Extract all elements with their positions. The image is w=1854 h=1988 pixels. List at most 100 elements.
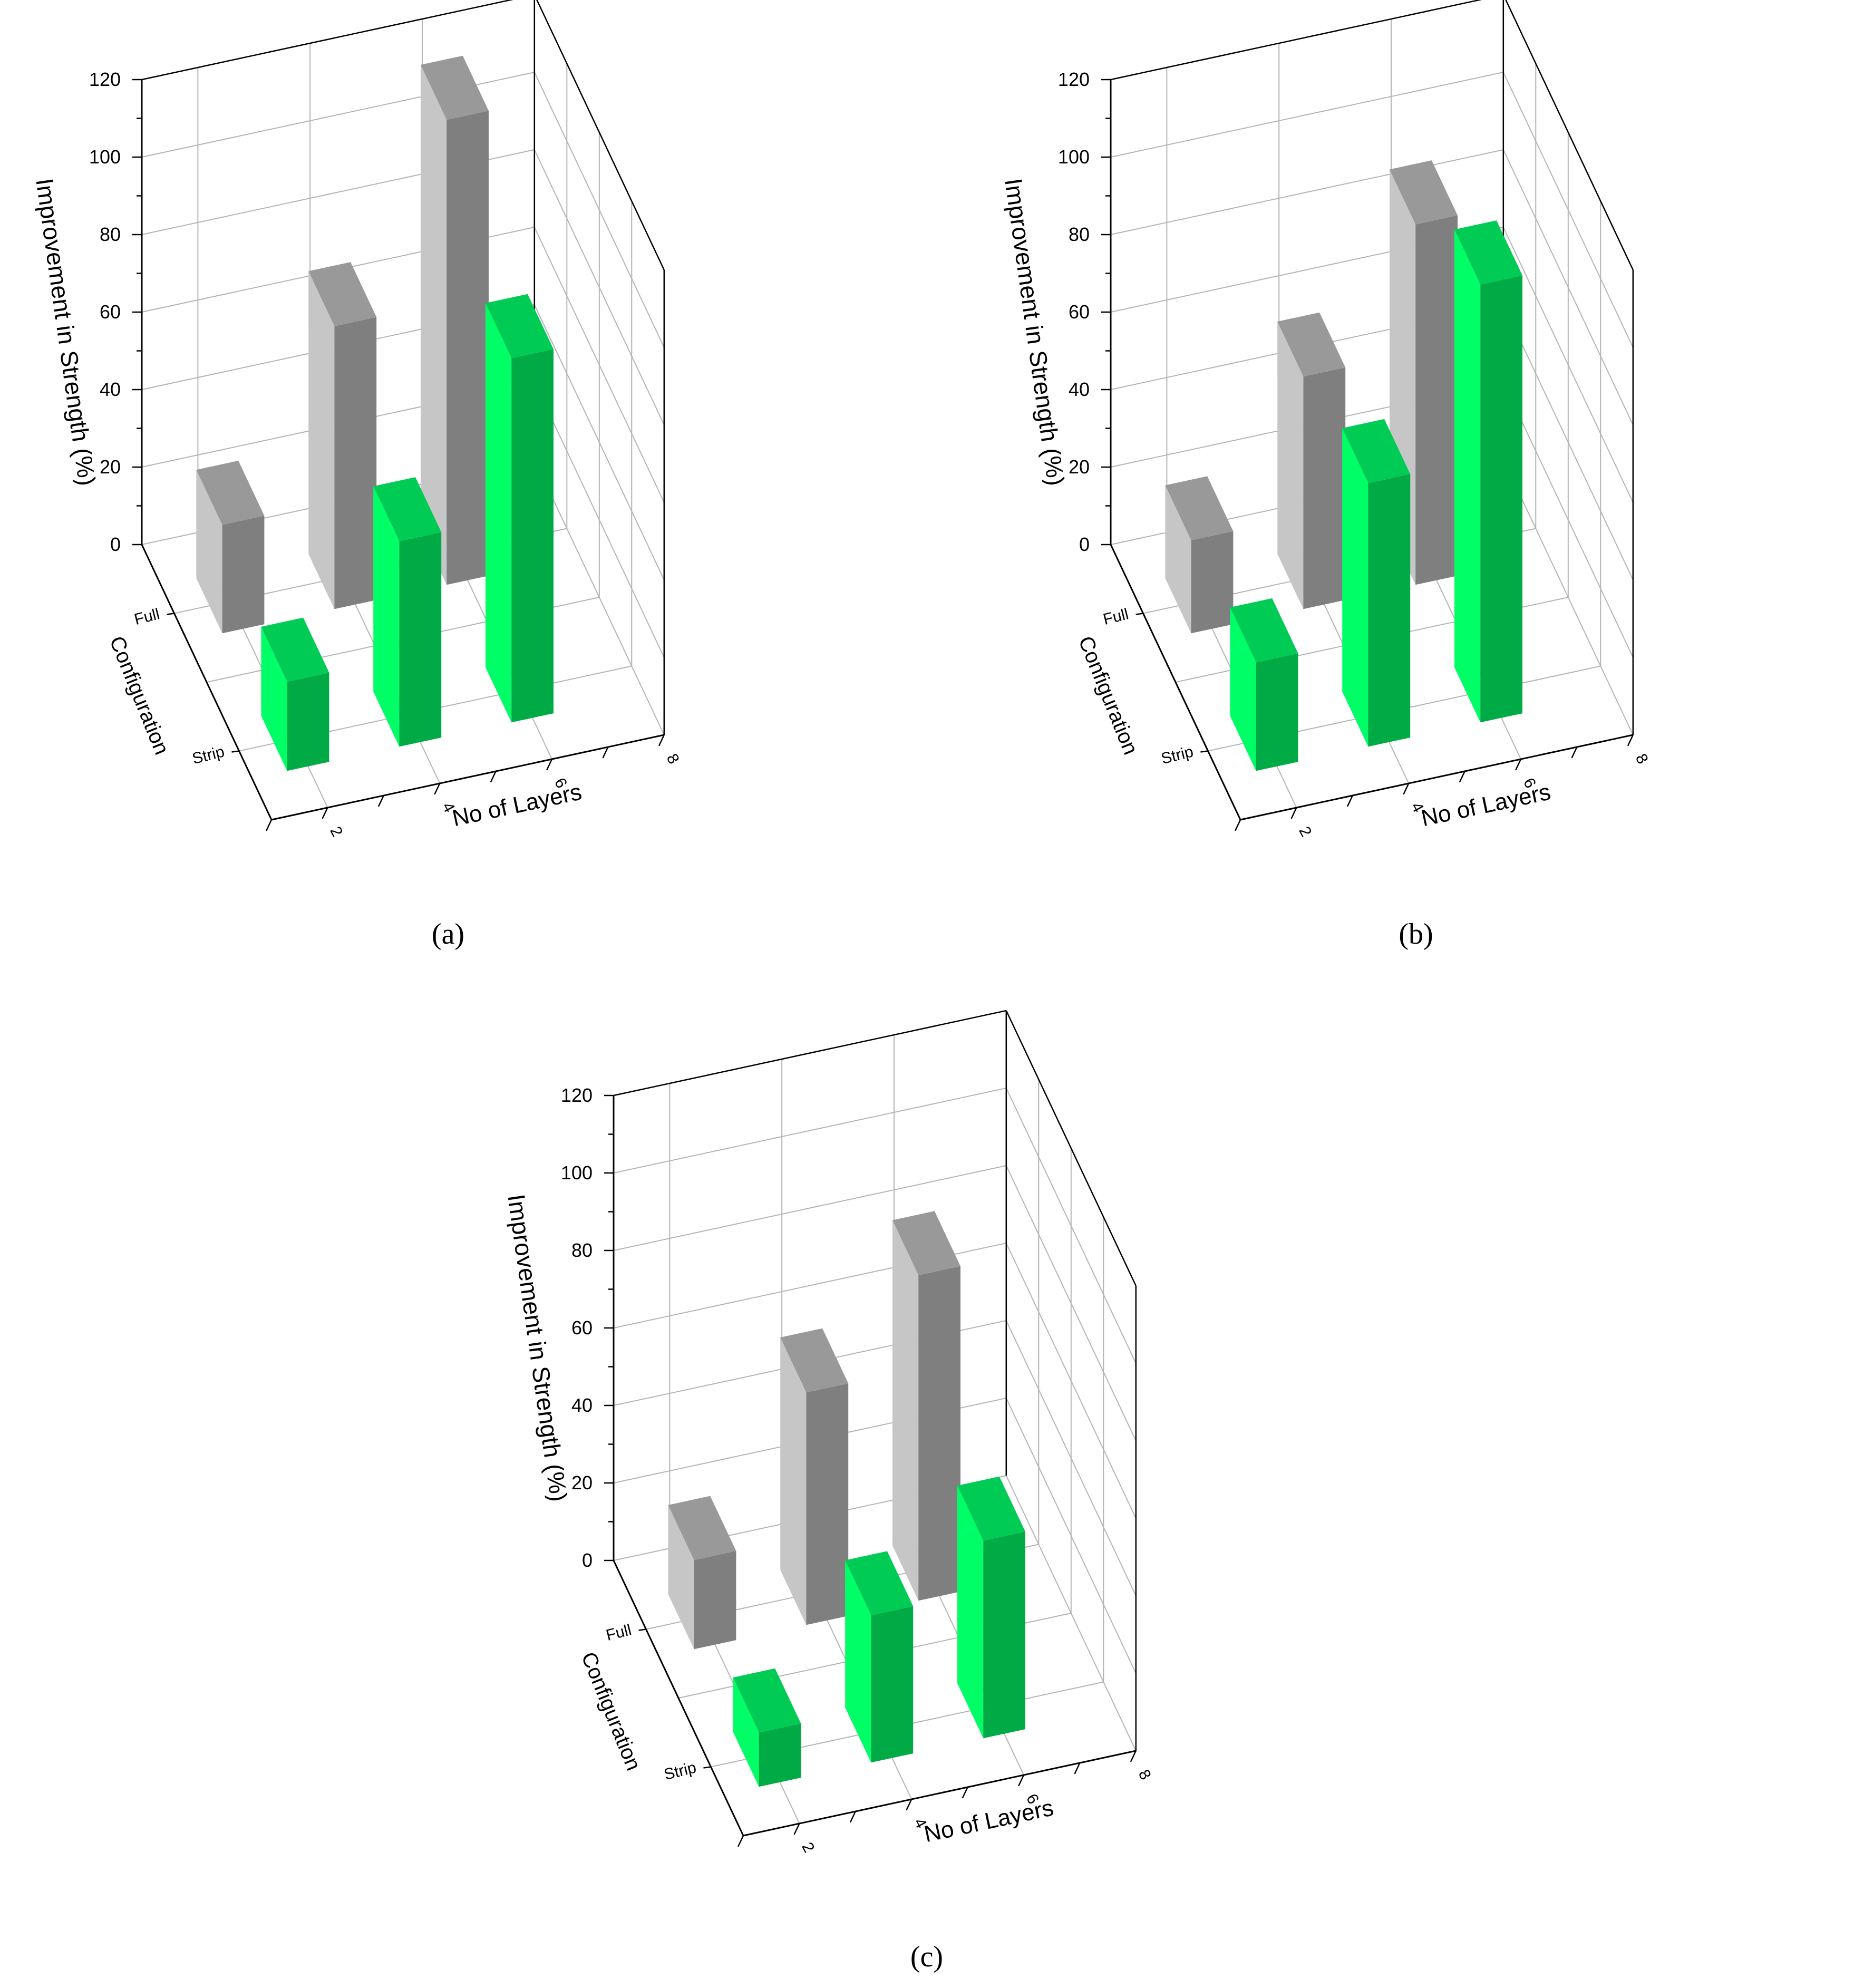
bar-strip-6 — [1454, 220, 1522, 723]
gridline-back-z — [1110, 72, 1504, 158]
bar-strip-front — [1256, 653, 1298, 771]
y-tick — [638, 1628, 646, 1631]
z-tick-label: 80 — [100, 224, 121, 245]
z-tick-label: 80 — [1069, 224, 1090, 245]
x-axis — [271, 734, 665, 821]
bar-full-side — [1277, 321, 1304, 609]
x-tick — [434, 783, 441, 795]
bar-strip-top — [373, 477, 442, 541]
bar-strip-top — [1230, 598, 1298, 663]
bar-full-front — [1415, 215, 1458, 585]
x-tick — [849, 1811, 856, 1823]
z-tick-label: 120 — [1058, 69, 1090, 90]
bar-full-top — [1277, 312, 1346, 377]
panel-caption: (a) — [432, 918, 464, 951]
x-tick — [1290, 807, 1297, 819]
y-tick — [167, 613, 174, 615]
x-tick — [1571, 746, 1578, 759]
bar-strip-top — [261, 617, 329, 682]
bar-full-top — [421, 55, 489, 120]
bar-strip-front — [1480, 275, 1522, 723]
wall-top-edge — [141, 0, 513, 81]
y-tick — [1200, 750, 1208, 753]
bar-strip-side — [373, 486, 400, 747]
bar-full-front — [1191, 531, 1234, 634]
y-tick — [703, 1766, 711, 1769]
panel-caption: (c) — [910, 1941, 943, 1973]
bar-full-side — [421, 64, 447, 585]
gridline-back-z — [613, 1088, 1007, 1174]
bar-strip-side — [1342, 428, 1368, 747]
bar-strip-6 — [486, 294, 554, 723]
z-tick-label: 0 — [1079, 534, 1090, 555]
bar-full-4 — [1277, 312, 1346, 609]
bar-full-front — [446, 111, 489, 585]
z-tick-label: 20 — [1069, 456, 1090, 478]
x-tick — [602, 746, 609, 759]
gridline-back-z — [1110, 149, 1504, 235]
z-tick-label: 0 — [110, 534, 121, 555]
bar-full-top — [1390, 160, 1458, 225]
z-tick-label: 100 — [561, 1162, 593, 1184]
x-tick — [322, 807, 328, 819]
wall-top-edge-side — [536, 0, 665, 270]
z-tick-label: 120 — [561, 1084, 593, 1106]
x-axis — [1240, 734, 1634, 821]
bar-full-front — [222, 516, 265, 634]
bar-full-6 — [421, 55, 489, 585]
z-tick-label: 60 — [1069, 301, 1090, 323]
wall-top-edge — [613, 1010, 1007, 1097]
y-tick — [1135, 613, 1143, 615]
x-tick — [377, 795, 384, 807]
y-axis — [1110, 544, 1241, 820]
bar-strip-front — [399, 532, 442, 747]
z-tick-label: 20 — [571, 1472, 593, 1494]
z-tick-label: 0 — [582, 1549, 593, 1571]
x-tick — [1130, 1750, 1137, 1762]
x-tick — [266, 819, 273, 831]
bar-strip-4 — [845, 1551, 914, 1763]
z-tick-label: 100 — [1058, 146, 1090, 168]
bar-full-front — [694, 1551, 736, 1650]
bar-strip-front — [759, 1723, 801, 1787]
bar-strip-side — [1230, 607, 1256, 771]
bar-full-front — [334, 317, 377, 609]
bar-full-4 — [780, 1328, 849, 1625]
bar-strip-side — [261, 626, 287, 771]
x-tick — [1459, 771, 1465, 783]
bar-full-top — [892, 1211, 960, 1275]
bar-full-top — [668, 1496, 736, 1560]
wall-top-edge-side — [1005, 1010, 1137, 1286]
x-tick — [1515, 759, 1522, 771]
panel-caption: (b) — [1399, 918, 1433, 951]
z-tick-label: 80 — [571, 1239, 593, 1261]
bar-full-side — [1165, 485, 1191, 634]
gridline-back-z — [613, 1165, 1007, 1251]
bar-full-top — [308, 262, 377, 326]
bar-strip-2 — [733, 1668, 801, 1787]
x-tick — [1403, 783, 1410, 795]
x-tick — [793, 1823, 800, 1835]
y-axis — [613, 1560, 744, 1836]
wall-top-edge-side — [1505, 0, 1634, 270]
y-tick — [231, 750, 239, 753]
bar-full-2 — [196, 460, 265, 634]
bar-strip-top — [486, 294, 554, 358]
bar-full-side — [780, 1337, 807, 1625]
z-tick-label: 40 — [100, 379, 121, 400]
bar-strip-side — [1454, 229, 1481, 723]
bar-full-2 — [668, 1496, 736, 1650]
x-axis — [743, 1750, 1137, 1837]
x-tick — [1346, 795, 1353, 807]
wall-top-edge — [1110, 0, 1482, 81]
x-tick — [1074, 1762, 1081, 1774]
x-tick — [546, 759, 553, 771]
bar-full-side — [892, 1220, 919, 1601]
bar-strip-4 — [1342, 419, 1411, 747]
bar-strip-4 — [373, 477, 442, 747]
bar-full-front — [1303, 367, 1346, 609]
bar-full-2 — [1165, 476, 1234, 634]
bar-full-front — [918, 1266, 960, 1601]
